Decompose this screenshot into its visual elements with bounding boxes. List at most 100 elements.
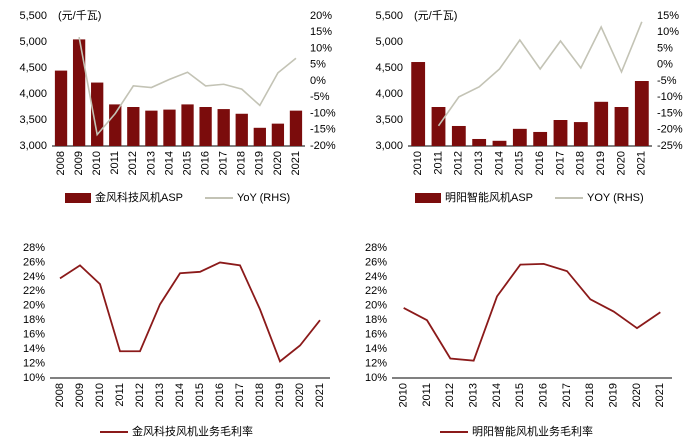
bar [431, 107, 446, 146]
x-tick-label: 2012 [444, 383, 456, 407]
legend-label: 明阳智能风机ASP [445, 190, 533, 204]
x-tick-label: 2016 [534, 151, 546, 175]
y2-tick-label: 5% [310, 59, 326, 71]
x-tick-label: 2020 [272, 151, 284, 175]
y2-tick-label: -25% [657, 140, 683, 152]
y-tick-label: 18% [365, 314, 387, 326]
x-tick-label: 2010 [94, 383, 106, 407]
legend-label: YoY (RHS) [237, 192, 290, 204]
legend-swatch [415, 193, 441, 203]
x-tick-label: 2010 [412, 151, 424, 175]
x-tick-label: 2017 [234, 383, 246, 407]
bar [411, 62, 426, 146]
x-tick-label: 2009 [74, 383, 86, 407]
y-tick-label: 14% [365, 343, 387, 355]
x-tick-label: 2016 [538, 383, 550, 407]
x-tick-label: 2018 [584, 383, 596, 407]
y2-tick-label: 5% [657, 42, 673, 54]
series-line [403, 262, 661, 362]
x-tick-label: 2017 [218, 151, 230, 175]
bar [253, 127, 266, 146]
y2-tick-label: -10% [657, 91, 683, 103]
y-tick-label: 3,500 [375, 114, 403, 126]
y2-tick-label: -20% [310, 140, 336, 152]
y-tick-label: 5,000 [19, 36, 47, 48]
bar [217, 109, 230, 146]
x-tick-label: 2013 [154, 383, 166, 407]
x-tick-label: 2019 [595, 151, 607, 175]
bar [289, 110, 303, 146]
bar [199, 107, 212, 146]
y2-tick-label: 0% [657, 59, 673, 71]
x-tick-label: 2018 [236, 151, 248, 175]
x-tick-label: 2018 [575, 151, 587, 175]
x-tick-label: 2017 [554, 151, 566, 175]
x-tick-label: 2020 [615, 151, 627, 175]
x-tick-label: 2020 [294, 383, 306, 407]
bar [614, 107, 629, 146]
bar [235, 113, 248, 146]
y-tick-label: 14% [23, 343, 45, 355]
x-tick-label: 2010 [398, 383, 410, 407]
bar [127, 107, 140, 146]
bar [451, 125, 466, 146]
x-tick-label: 2013 [473, 151, 485, 175]
x-tick-label: 2016 [214, 383, 226, 407]
bar [573, 122, 588, 146]
series-line [437, 21, 643, 127]
legend-label: 金风科技风机业务毛利率 [132, 424, 253, 438]
y-tick-label: 16% [365, 329, 387, 341]
y-tick-label: 26% [23, 256, 45, 268]
axis-unit-label: (元/千瓦) [414, 9, 457, 22]
x-tick-label: 2011 [109, 151, 121, 175]
x-tick-label: 2012 [127, 151, 139, 175]
bar [553, 120, 568, 146]
y-tick-label: 28% [365, 242, 387, 254]
legend-label: 明阳智能风机业务毛利率 [472, 424, 593, 438]
y-tick-label: 24% [23, 271, 45, 283]
y2-tick-label: 15% [310, 26, 332, 38]
y-tick-label: 22% [365, 285, 387, 297]
bar [634, 81, 649, 146]
y2-tick-label: 0% [310, 75, 326, 87]
x-tick-label: 2021 [654, 383, 666, 407]
legend-swatch [65, 193, 91, 203]
x-tick-label: 2021 [290, 151, 302, 175]
y2-tick-label: -15% [657, 107, 683, 119]
y-tick-label: 24% [365, 271, 387, 283]
y-tick-label: 12% [365, 357, 387, 369]
y-tick-label: 4,000 [375, 88, 403, 100]
y2-tick-label: -5% [657, 75, 677, 87]
series-line [78, 36, 297, 137]
y-tick-label: 10% [23, 372, 45, 384]
x-tick-label: 2020 [631, 383, 643, 407]
x-tick-label: 2011 [114, 383, 126, 407]
bar [54, 70, 68, 146]
x-tick-label: 2019 [608, 383, 620, 407]
bar [533, 131, 548, 146]
y2-tick-label: 15% [657, 10, 679, 22]
bar [472, 138, 487, 146]
y-tick-label: 3,000 [375, 140, 403, 152]
x-tick-label: 2018 [254, 383, 266, 407]
y2-tick-label: -20% [657, 124, 683, 136]
y2-tick-label: -10% [310, 107, 336, 119]
x-tick-label: 2008 [54, 383, 66, 407]
y2-tick-label: 10% [310, 42, 332, 54]
y2-tick-label: -5% [310, 91, 330, 103]
bar [512, 128, 527, 146]
y-tick-label: 20% [365, 300, 387, 312]
y2-tick-label: -15% [310, 124, 336, 136]
bar [181, 104, 194, 146]
y2-tick-label: 10% [657, 26, 679, 38]
x-tick-label: 2014 [163, 151, 175, 175]
bar [145, 110, 158, 146]
x-tick-label: 2013 [145, 151, 157, 175]
y-tick-label: 12% [23, 357, 45, 369]
y-tick-label: 26% [365, 256, 387, 268]
y-tick-label: 10% [365, 372, 387, 384]
y-tick-label: 3,500 [19, 114, 47, 126]
bar [492, 140, 507, 146]
y-tick-label: 16% [23, 329, 45, 341]
